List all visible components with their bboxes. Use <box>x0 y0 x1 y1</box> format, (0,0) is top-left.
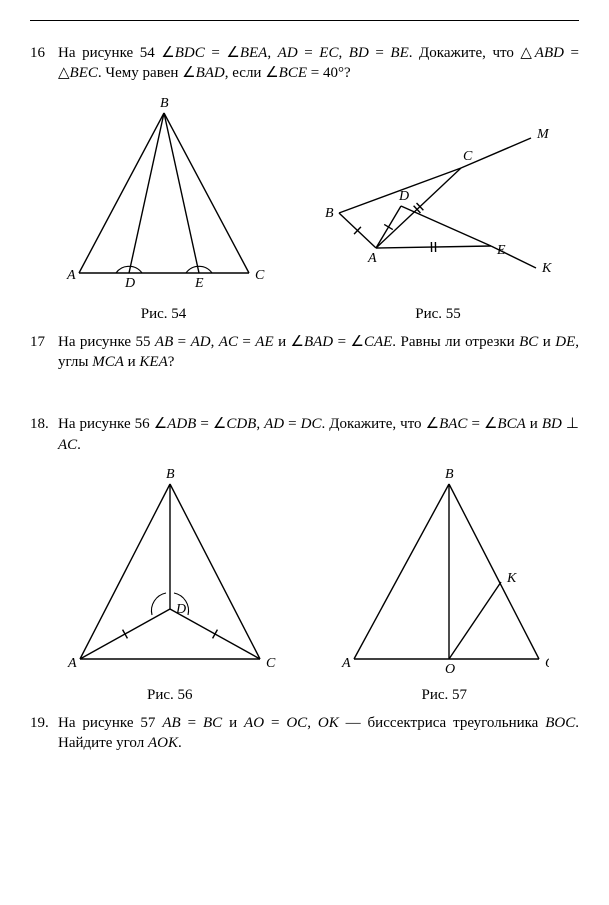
problem-number: 16 <box>30 43 58 84</box>
figure-57: A B C O K Рис. 57 <box>339 469 549 705</box>
figure-54-svg: A B C D E <box>54 98 274 298</box>
figure-caption: Рис. 57 <box>339 685 549 705</box>
svg-text:K: K <box>506 571 517 586</box>
svg-text:D: D <box>175 602 186 617</box>
figure-57-svg: A B C O K <box>339 469 549 679</box>
problem-number: 19. <box>30 713 58 754</box>
problem-16: 16 На рисунке 54 ∠BDC = ∠BEA, AD = EC, B… <box>30 43 579 84</box>
figure-row-2: A B C D Рис. 56 A B C O K Рис. 57 <box>30 469 579 705</box>
svg-text:A: A <box>66 268 76 283</box>
svg-text:D: D <box>398 189 409 204</box>
problem-number: 18. <box>30 414 58 455</box>
problem-18: 18. На рисунке 56 ∠ADB = ∠CDB, AD = DC. … <box>30 414 579 455</box>
problem-number: 17 <box>30 332 58 373</box>
svg-text:B: B <box>166 469 175 482</box>
svg-text:E: E <box>496 243 506 258</box>
figure-caption: Рис. 54 <box>54 304 274 324</box>
figure-55: A B D C E M K Рис. 55 <box>321 118 556 324</box>
figure-56-svg: A B C D <box>60 469 280 679</box>
problem-text: На рисунке 54 ∠BDC = ∠BEA, AD = EC, BD =… <box>58 43 579 84</box>
svg-text:E: E <box>194 276 204 291</box>
problem-text: На рисунке 57 AB = BC и AO = OC, OK — би… <box>58 713 579 754</box>
svg-text:B: B <box>160 98 169 111</box>
problem-text: На рисунке 56 ∠ADB = ∠CDB, AD = DC. Дока… <box>58 414 579 455</box>
problem-19: 19. На рисунке 57 AB = BC и AO = OC, OK … <box>30 713 579 754</box>
figure-row-1: A B C D E Рис. 54 A B D C E M K Рис. 55 <box>30 98 579 324</box>
svg-text:M: M <box>536 127 550 142</box>
svg-text:C: C <box>463 149 473 164</box>
figure-caption: Рис. 56 <box>60 685 280 705</box>
problem-17: 17 На рисунке 55 AB = AD, AC = AE и ∠BAD… <box>30 332 579 373</box>
svg-text:B: B <box>445 469 454 482</box>
svg-text:A: A <box>341 656 351 671</box>
problem-text: На рисунке 55 AB = AD, AC = AE и ∠BAD = … <box>58 332 579 373</box>
svg-text:A: A <box>67 656 77 671</box>
figure-56: A B C D Рис. 56 <box>60 469 280 705</box>
svg-text:A: A <box>367 251 377 266</box>
figure-caption: Рис. 55 <box>321 304 556 324</box>
figure-54: A B C D E Рис. 54 <box>54 98 274 324</box>
svg-text:C: C <box>255 268 265 283</box>
svg-text:C: C <box>545 656 549 671</box>
top-rule <box>30 20 579 21</box>
svg-text:D: D <box>124 276 135 291</box>
svg-text:K: K <box>541 261 552 276</box>
figure-55-svg: A B D C E M K <box>321 118 556 298</box>
svg-text:O: O <box>445 662 455 677</box>
svg-text:B: B <box>325 206 334 221</box>
svg-text:C: C <box>266 656 276 671</box>
